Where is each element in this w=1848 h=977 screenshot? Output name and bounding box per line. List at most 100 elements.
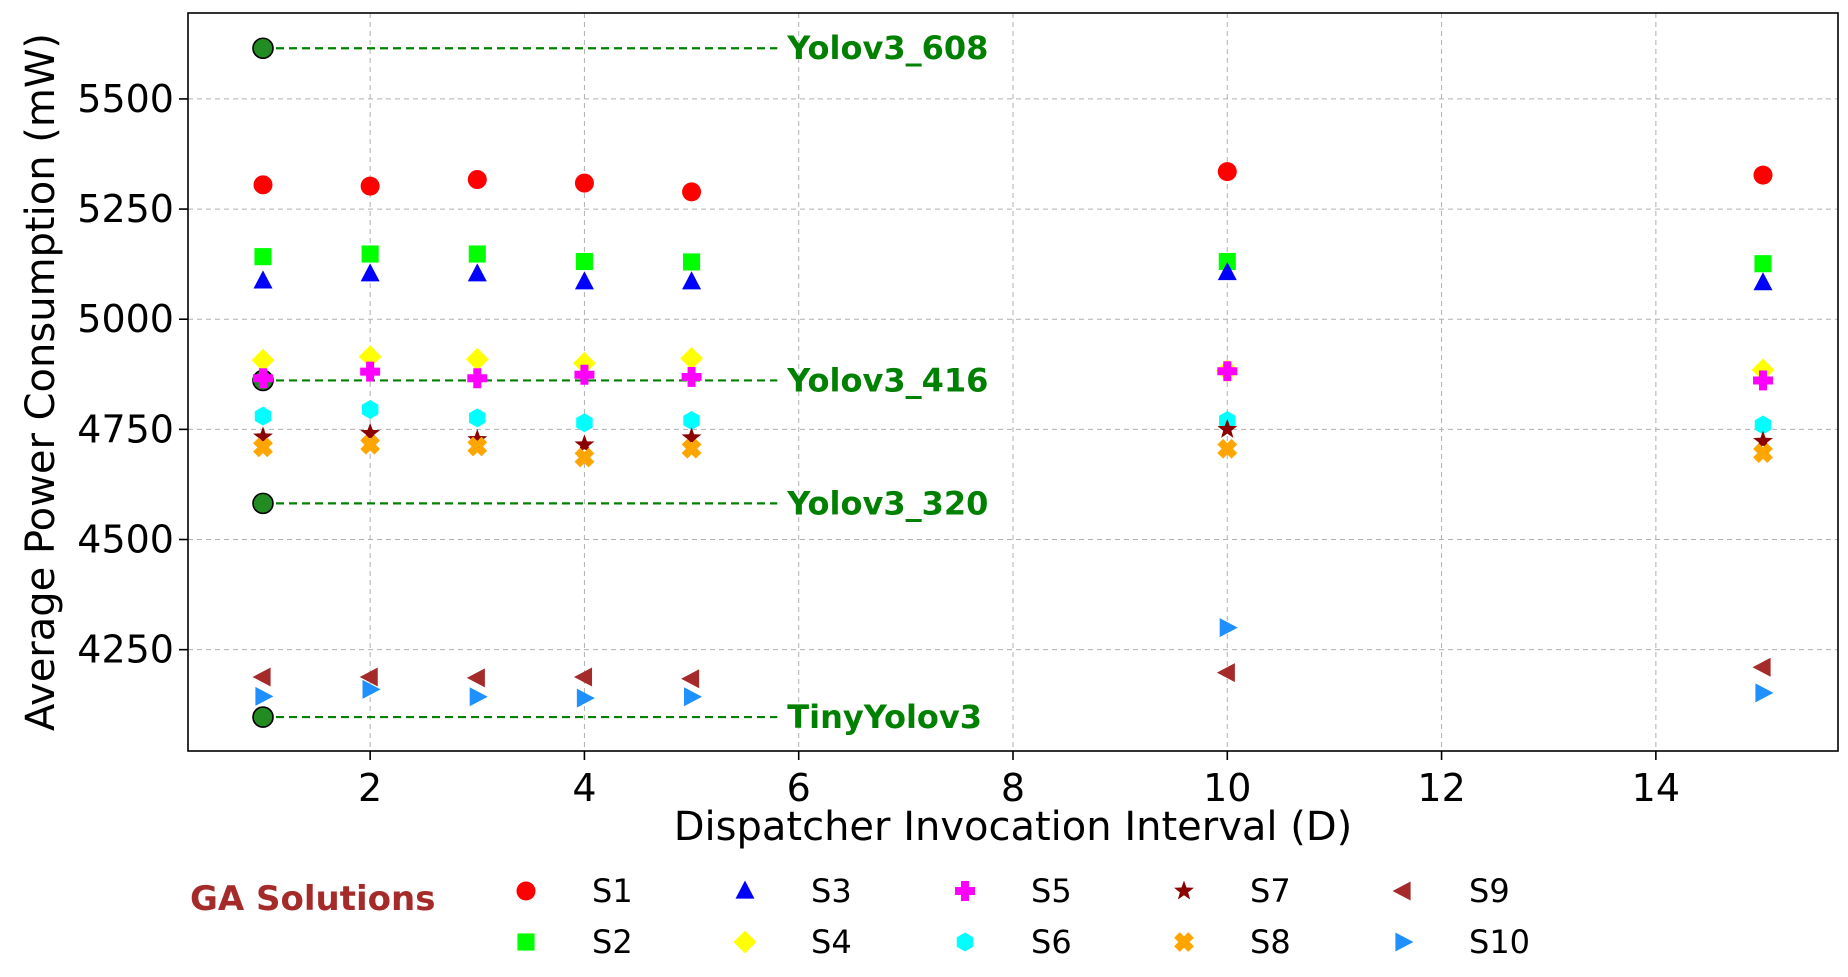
x-tick-label: 10 [1203, 766, 1251, 810]
data-point [1216, 663, 1235, 683]
data-point [681, 669, 700, 689]
legend-marker [735, 880, 755, 899]
data-point [361, 400, 379, 420]
data-point [254, 406, 272, 426]
data-point [362, 679, 381, 699]
x-marker-shape [253, 437, 273, 458]
legend-entry: S7 [1174, 872, 1291, 910]
legend-label: S8 [1250, 923, 1291, 961]
x-marker-shape [1174, 932, 1194, 952]
data-point [574, 447, 595, 468]
data-point [467, 429, 488, 448]
data-point [575, 252, 593, 271]
reference-label: Yolov3_416 [786, 361, 988, 399]
data-point [573, 667, 593, 687]
data-point [1755, 683, 1774, 703]
data-point [251, 348, 275, 372]
data-point [573, 351, 596, 375]
legend-entry: S9 [1392, 872, 1510, 910]
reference-lines: Yolov3_608 Yolov3_416 Yolov3_320 TinyYolov3 [252, 29, 988, 736]
data-point [360, 422, 381, 442]
series-s3 [253, 262, 1773, 291]
data-point [576, 688, 595, 708]
series-s9 [252, 657, 1771, 689]
data-point [1753, 443, 1773, 464]
data-point [682, 271, 702, 290]
data-point [1217, 361, 1238, 382]
x-tick-label: 4 [572, 766, 596, 810]
data-point [1219, 618, 1238, 638]
series-s2 [254, 245, 1772, 273]
data-point [574, 434, 595, 454]
data-point [358, 345, 382, 369]
legend-label: S10 [1469, 923, 1530, 961]
legend-label: S9 [1469, 872, 1510, 910]
data-point [681, 366, 702, 387]
legend-label: S6 [1031, 923, 1072, 961]
data-point [1753, 370, 1773, 391]
data-point [682, 182, 702, 202]
x-marker-shape [1753, 443, 1773, 464]
series-s7 [253, 418, 1773, 454]
legend-marker [955, 881, 975, 901]
data-point [574, 364, 595, 385]
data-point [469, 687, 488, 707]
x-marker-shape [574, 447, 595, 468]
x-marker-shape [681, 438, 702, 459]
data-point [253, 437, 273, 458]
data-point [1218, 252, 1236, 271]
data-point [361, 245, 379, 263]
legend-marker [517, 933, 535, 951]
data-point [467, 368, 488, 389]
data-point [576, 413, 593, 433]
data-point [359, 667, 378, 687]
data-point [468, 245, 486, 263]
legend-entry: S10 [1395, 923, 1530, 961]
data-point [253, 426, 273, 446]
reference-label: TinyYolov3 [787, 698, 982, 736]
data-point [253, 270, 273, 289]
legend-marker [1392, 881, 1411, 901]
legend-entry: S1 [516, 872, 633, 910]
data-point [467, 436, 488, 457]
data-point [1753, 165, 1773, 185]
data-point [253, 368, 273, 389]
legend-label: S7 [1250, 872, 1291, 910]
data-point [1217, 162, 1237, 182]
data-point [574, 271, 594, 290]
data-point [1217, 418, 1238, 438]
legend-label: S4 [811, 923, 852, 961]
data-point [253, 175, 273, 195]
x-tick-label: 14 [1632, 766, 1680, 810]
data-point [1217, 262, 1237, 281]
data-point [1753, 430, 1773, 450]
data-point [360, 176, 380, 196]
legend-marker [1395, 932, 1414, 952]
data-point [681, 438, 702, 459]
x-marker-shape [360, 434, 381, 455]
data-point [574, 173, 594, 193]
data-point [467, 170, 487, 190]
data-point [683, 411, 700, 431]
data-point [252, 667, 271, 687]
y-tick-label: 5000 [77, 297, 174, 341]
legend-label: S3 [811, 872, 852, 910]
data-point [466, 668, 485, 688]
x-tick-label: 12 [1417, 766, 1465, 810]
data-point [1751, 358, 1775, 382]
legend-marker [956, 932, 974, 952]
x-marker-shape [1217, 438, 1238, 459]
reference-label: Yolov3_608 [786, 29, 988, 67]
reference-label: Yolov3_320 [786, 484, 988, 522]
legend-entry: S8 [1174, 923, 1291, 961]
x-tick-label: 6 [787, 766, 811, 810]
data-point [683, 687, 703, 707]
legend-entry: S2 [517, 923, 633, 961]
data-point [467, 263, 487, 282]
data-point [681, 427, 702, 447]
legend-label: S5 [1031, 872, 1072, 910]
data-point [254, 248, 272, 266]
data-point [469, 408, 486, 428]
y-tick-label: 5250 [77, 187, 174, 231]
